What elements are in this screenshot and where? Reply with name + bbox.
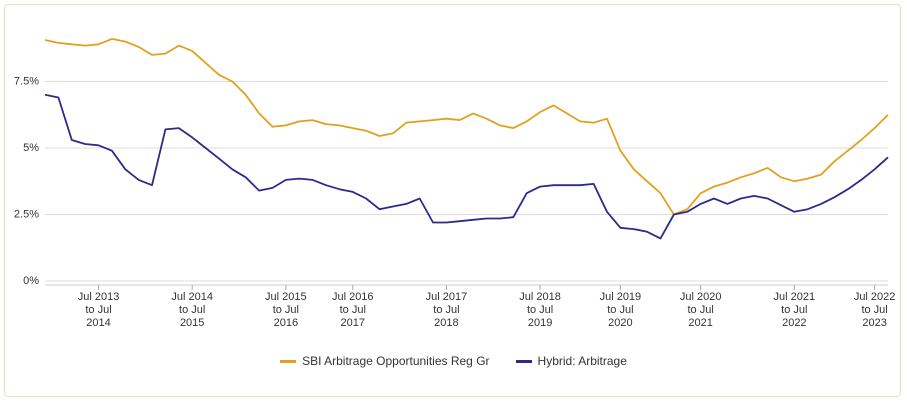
legend-item[interactable]: Hybrid: Arbitrage: [515, 354, 627, 368]
y-tick-label: 0%: [23, 275, 39, 287]
x-tick-label: Jul 2016 to Jul 2017: [331, 291, 374, 329]
legend-item[interactable]: SBI Arbitrage Opportunities Reg Gr: [280, 354, 490, 368]
x-tick-label: Jul 2015 to Jul 2016: [265, 291, 307, 329]
y-tick-label: 5%: [23, 142, 39, 154]
legend-label: Hybrid: Arbitrage: [537, 354, 627, 368]
x-tick-label: Jul 2018 to Jul 2019: [519, 291, 561, 329]
x-tick-label: Jul 2013 to Jul 2014: [77, 291, 120, 329]
x-tick-label: Jul 2019 to Jul 2020: [599, 291, 642, 329]
legend-label: SBI Arbitrage Opportunities Reg Gr: [302, 354, 490, 368]
y-tick-label: 7.5%: [14, 75, 39, 87]
chart-frame: [4, 4, 901, 397]
x-tick-label: Jul 2021 to Jul 2022: [773, 291, 816, 329]
x-tick-label: Jul 2022 to Jul 2023: [853, 291, 896, 329]
x-tick-label: Jul 2020 to Jul 2021: [679, 291, 722, 329]
legend: SBI Arbitrage Opportunities Reg Gr Hybrid…: [0, 354, 907, 368]
x-tick-label: Jul 2017 to Jul 2018: [425, 291, 468, 329]
legend-swatch: [515, 359, 532, 363]
series-line: [44, 93, 889, 240]
series-line: [44, 38, 889, 216]
y-tick-label: 2.5%: [14, 208, 39, 220]
legend-swatch: [280, 359, 297, 363]
x-tick-label: Jul 2014 to Jul 2015: [171, 291, 213, 329]
